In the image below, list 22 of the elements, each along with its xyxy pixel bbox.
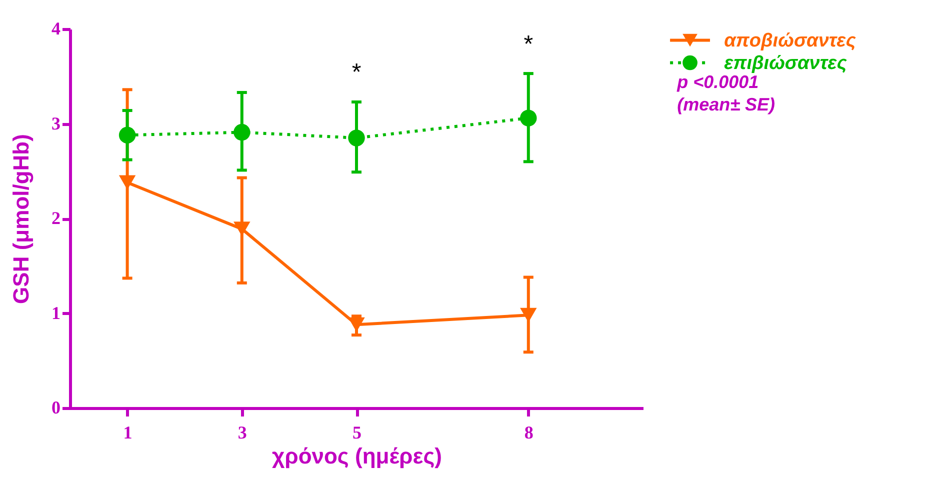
- point: [234, 124, 250, 141]
- point: [520, 110, 537, 126]
- point: [118, 126, 136, 144]
- annotation: *: [524, 31, 534, 58]
- text: (mean± SE): [677, 94, 776, 114]
- text: p <0.0001: [676, 72, 759, 92]
- y-tick-label: 2: [52, 208, 60, 228]
- y-tick-label: 3: [52, 113, 60, 134]
- x-tick-label: 5: [352, 422, 362, 442]
- y-axis-title: GSH (μmol/gHb): [8, 134, 34, 304]
- legend-label: επιβιώσαντες: [724, 52, 848, 74]
- y-tick-label: 4: [52, 18, 60, 38]
- annotation: *: [352, 59, 362, 86]
- x-axis-title: χρόνος (ημέρες): [272, 444, 442, 468]
- x-tick-label: 8: [524, 422, 534, 442]
- x-tick-label: 3: [238, 422, 247, 442]
- point: [348, 130, 365, 146]
- legend-label: αποβιώσαντες: [724, 30, 857, 52]
- x-tick-label: 1: [123, 422, 132, 442]
- point: [520, 308, 537, 322]
- y-tick-label: 0: [52, 398, 60, 418]
- y-tick-label: 1: [52, 302, 60, 323]
